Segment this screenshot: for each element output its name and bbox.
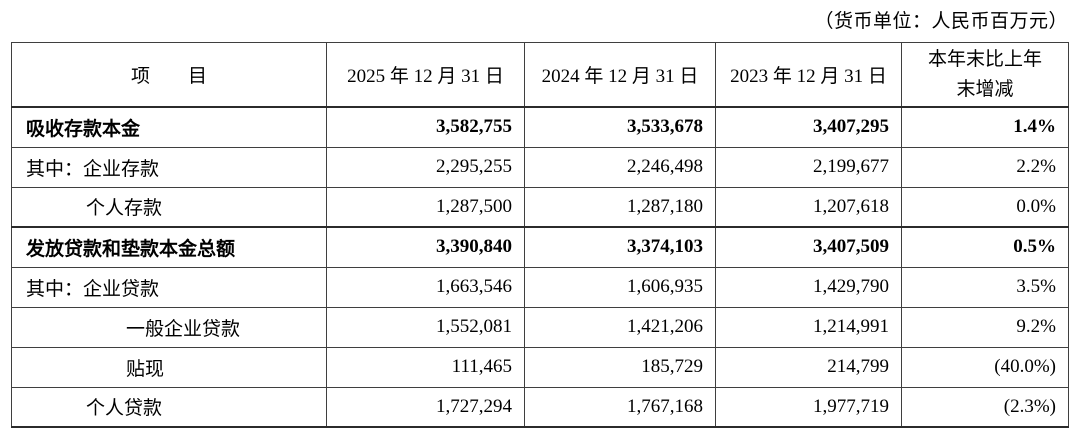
value-change: 0.5%	[901, 226, 1069, 268]
table-row-corporate-deposits: 其中：企业存款 2,295,255 2,246,498 2,199,677 2.…	[11, 146, 1069, 188]
value-2023: 2,199,677	[715, 146, 902, 188]
table-row-personal-deposits: 个人存款 1,287,500 1,287,180 1,207,618 0.0%	[11, 186, 1069, 228]
row-label: 其中：企业贷款	[11, 266, 327, 308]
header-change: 本年末比上年 末增减	[901, 42, 1069, 108]
value-2024: 2,246,498	[524, 146, 716, 188]
value-2025: 1,727,294	[326, 386, 525, 428]
value-change: 9.2%	[901, 306, 1069, 348]
value-2024: 1,287,180	[524, 186, 716, 228]
table-row-deposits-total: 吸收存款本金 3,582,755 3,533,678 3,407,295 1.4…	[11, 106, 1069, 148]
row-label: 个人贷款	[11, 386, 327, 428]
header-2023: 2023 年 12 月 31 日	[715, 42, 902, 108]
row-label: 一般企业贷款	[11, 306, 327, 348]
value-2025: 1,287,500	[326, 186, 525, 228]
value-2023: 1,429,790	[715, 266, 902, 308]
value-2023: 1,977,719	[715, 386, 902, 428]
value-2025: 1,663,546	[326, 266, 525, 308]
row-label: 发放贷款和垫款本金总额	[11, 226, 327, 268]
value-change: (2.3%)	[901, 386, 1069, 428]
value-2023: 1,207,618	[715, 186, 902, 228]
header-2025: 2025 年 12 月 31 日	[326, 42, 525, 108]
value-2024: 3,374,103	[524, 226, 716, 268]
header-2024: 2024 年 12 月 31 日	[524, 42, 716, 108]
value-change: 1.4%	[901, 106, 1069, 148]
value-2025: 3,390,840	[326, 226, 525, 268]
value-2024: 3,533,678	[524, 106, 716, 148]
value-2025: 2,295,255	[326, 146, 525, 188]
table-row-personal-loans: 个人贷款 1,727,294 1,767,168 1,977,719 (2.3%…	[11, 386, 1069, 428]
value-2023: 3,407,295	[715, 106, 902, 148]
currency-unit-note: （货币单位：人民币百万元）	[814, 11, 1068, 32]
row-label: 其中：企业存款	[11, 146, 327, 188]
value-2024: 185,729	[524, 346, 716, 388]
value-2025: 3,582,755	[326, 106, 525, 148]
table-row-loans-total: 发放贷款和垫款本金总额 3,390,840 3,374,103 3,407,50…	[11, 226, 1069, 268]
value-2023: 3,407,509	[715, 226, 902, 268]
value-2024: 1,606,935	[524, 266, 716, 308]
row-label: 个人存款	[11, 186, 327, 228]
table-row-discounted-bills: 贴现 111,465 185,729 214,799 (40.0%)	[11, 346, 1069, 388]
value-2024: 1,767,168	[524, 386, 716, 428]
value-2025: 1,552,081	[326, 306, 525, 348]
table-row-general-corporate-loans: 一般企业贷款 1,552,081 1,421,206 1,214,991 9.2…	[11, 306, 1069, 348]
deposits-loans-table: 项 目 2025 年 12 月 31 日 2024 年 12 月 31 日 20…	[11, 42, 1069, 428]
header-item: 项 目	[11, 42, 327, 108]
value-change: 3.5%	[901, 266, 1069, 308]
value-2025: 111,465	[326, 346, 525, 388]
value-change: 2.2%	[901, 146, 1069, 188]
value-change: 0.0%	[901, 186, 1069, 228]
value-2023: 214,799	[715, 346, 902, 388]
table-row-corporate-loans: 其中：企业贷款 1,663,546 1,606,935 1,429,790 3.…	[11, 266, 1069, 308]
value-2024: 1,421,206	[524, 306, 716, 348]
row-label: 吸收存款本金	[11, 106, 327, 148]
value-change: (40.0%)	[901, 346, 1069, 388]
row-label: 贴现	[11, 346, 327, 388]
value-2023: 1,214,991	[715, 306, 902, 348]
header-row: 项 目 2025 年 12 月 31 日 2024 年 12 月 31 日 20…	[11, 42, 1069, 108]
